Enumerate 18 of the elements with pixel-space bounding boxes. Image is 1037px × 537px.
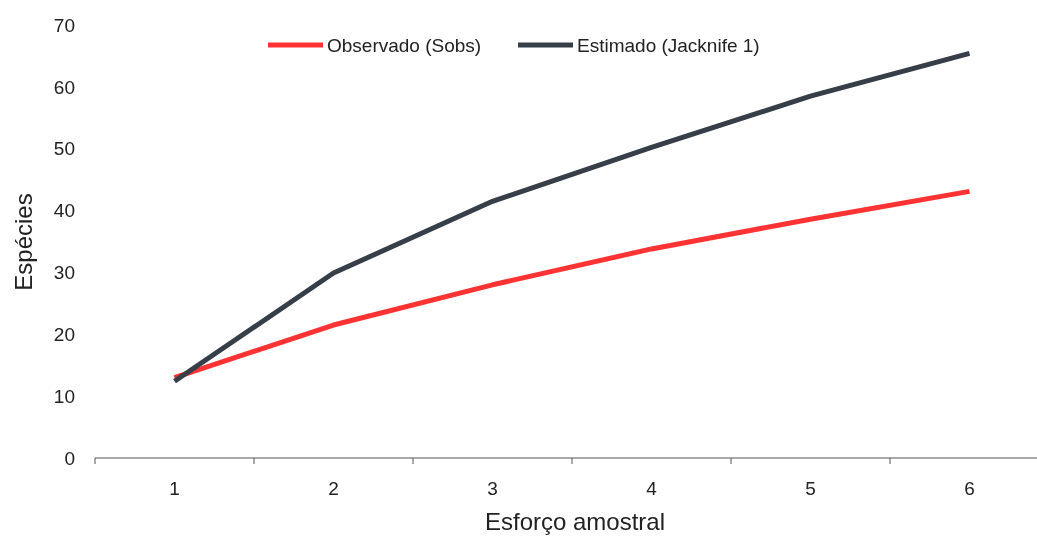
x-tick-label: 4 <box>646 478 658 499</box>
legend-label: Estimado (Jacknife 1) <box>577 34 760 56</box>
y-tick-label: 40 <box>53 200 75 222</box>
x-tick-label: 6 <box>964 478 975 499</box>
y-tick-label: 70 <box>53 14 75 36</box>
x-tick-label: 1 <box>169 478 180 499</box>
x-tick-label: 3 <box>487 478 498 499</box>
legend-label: Observado (Sobs) <box>327 34 482 56</box>
y-tick-label: 10 <box>53 385 75 407</box>
y-tick-label: 50 <box>53 138 75 160</box>
y-axis-title: Espécies <box>10 193 37 291</box>
x-axis-title: Esforço amostral <box>484 508 666 535</box>
y-tick-label: 20 <box>53 323 75 345</box>
y-tick-label: 30 <box>53 262 75 284</box>
x-tick-label: 2 <box>328 478 339 499</box>
x-tick-label: 5 <box>805 478 816 499</box>
y-tick-label: 0 <box>64 447 75 469</box>
y-tick-label: 60 <box>53 76 75 98</box>
